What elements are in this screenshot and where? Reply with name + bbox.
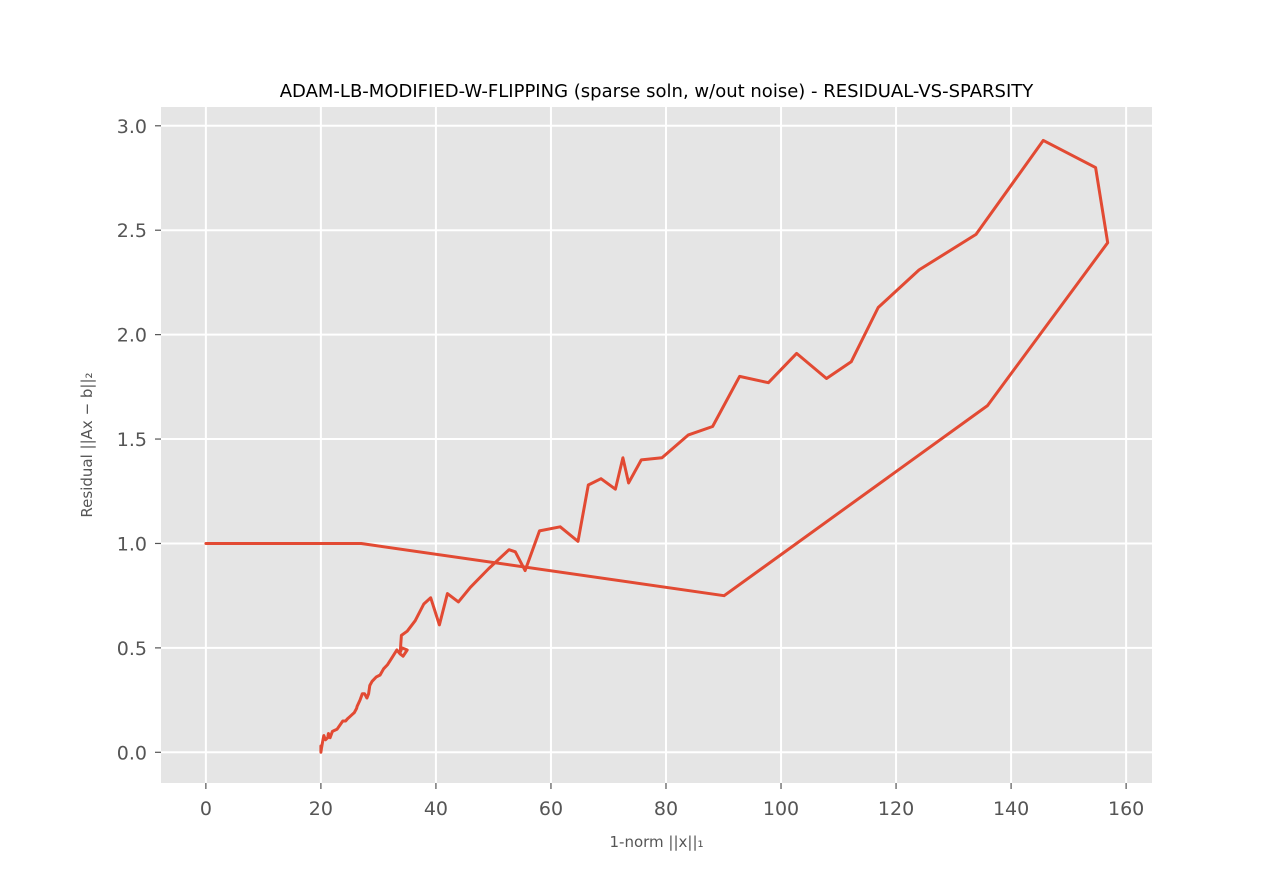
y-tick-label: 1.0 <box>117 533 147 555</box>
y-tick-label: 2.5 <box>117 220 147 242</box>
y-tick-label: 2.0 <box>117 325 147 347</box>
x-tick-label: 160 <box>1108 798 1144 820</box>
x-axis: 0 20 40 60 80 100 120 140 160 <box>200 783 1144 820</box>
y-tick-label: 0.0 <box>117 742 147 764</box>
x-axis-label: 1-norm ||x||₁ <box>609 833 703 851</box>
x-tick-label: 140 <box>993 798 1029 820</box>
x-tick-label: 20 <box>309 798 333 820</box>
chart-title: ADAM-LB-MODIFIED-W-FLIPPING (sparse soln… <box>280 81 1035 102</box>
y-axis-label: Residual ||Ax − b||₂ <box>78 372 96 517</box>
x-tick-label: 100 <box>763 798 799 820</box>
x-tick-label: 60 <box>539 798 563 820</box>
y-axis: 0.0 0.5 1.0 1.5 2.0 2.5 3.0 <box>117 116 161 764</box>
x-tick-label: 0 <box>200 798 212 820</box>
y-tick-label: 1.5 <box>117 429 147 451</box>
y-tick-label: 3.0 <box>117 116 147 138</box>
grid-lines <box>161 107 1152 783</box>
x-tick-label: 120 <box>878 798 914 820</box>
x-tick-label: 40 <box>424 798 448 820</box>
series-group <box>204 138 1110 754</box>
series-line <box>204 138 1110 754</box>
plot-area <box>161 107 1152 783</box>
x-tick-label: 80 <box>654 798 678 820</box>
y-tick-label: 0.5 <box>117 638 147 660</box>
